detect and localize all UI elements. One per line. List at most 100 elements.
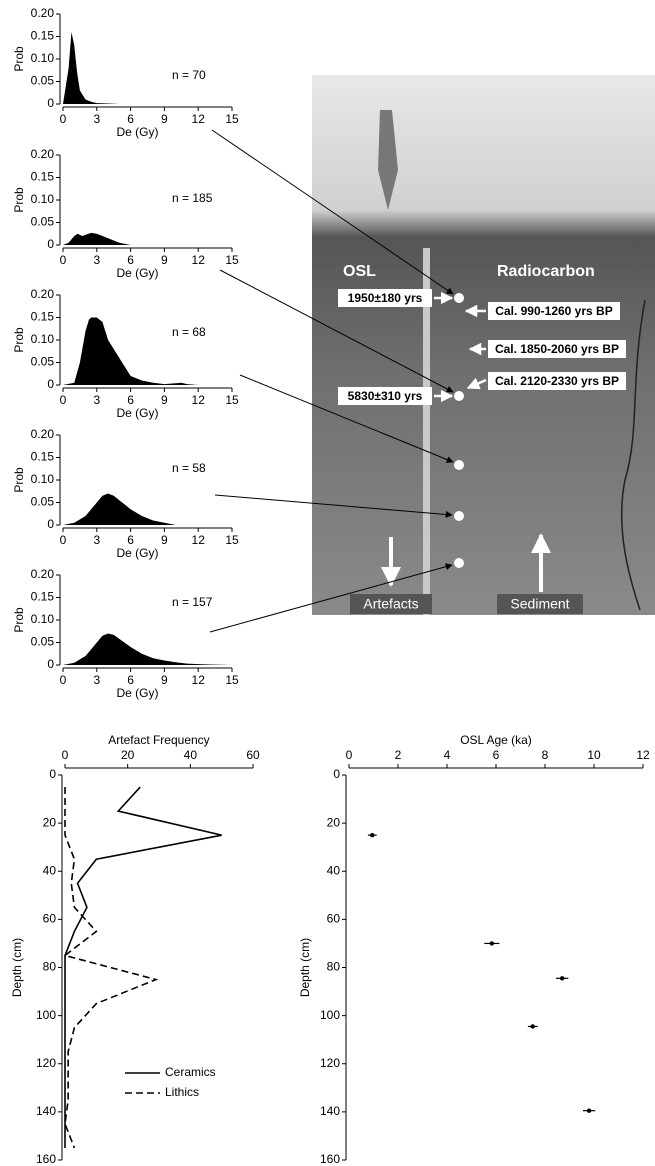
x-tick-label: 12 (636, 748, 650, 762)
y-tick-label: 40 (327, 863, 341, 877)
label-box (488, 340, 626, 358)
point (586, 1108, 592, 1113)
x-tick-label: 6 (127, 393, 134, 407)
x-tick-label: 9 (161, 112, 168, 126)
root (620, 299, 646, 611)
y-tick-label: 0 (47, 96, 54, 110)
y-tick-label: 0.10 (31, 192, 55, 206)
y-tick-label: 0.15 (31, 170, 55, 184)
y-tick-label: 0.15 (31, 590, 55, 604)
x-tick-label: 4 (444, 748, 451, 762)
x-tick-label: 6 (127, 253, 134, 267)
y-tick-label: 0.15 (31, 310, 55, 324)
x-tick-label: 2 (395, 748, 402, 762)
y-tick-label: 0 (47, 517, 54, 531)
x-axis-label: De (Gy) (117, 266, 159, 280)
label-box (497, 594, 583, 614)
y-tick-label: 0.05 (31, 495, 55, 509)
x-tick-label: 60 (246, 748, 260, 762)
density-area (63, 493, 232, 525)
y-tick-label: 120 (320, 1056, 340, 1070)
legend-label: Ceramics (165, 1065, 216, 1079)
x-tick-label: 0 (60, 673, 67, 687)
legend-label: Lithics (165, 1085, 199, 1099)
y-tick-label: 0.05 (31, 635, 55, 649)
sample-dot (454, 293, 464, 303)
label-box (350, 594, 432, 614)
x-tick-label: 9 (161, 253, 168, 267)
y-tick-label: 0 (47, 377, 54, 391)
sample-count: n = 157 (172, 595, 213, 609)
y-tick-label: 0.20 (31, 427, 55, 441)
y-tick-label: 20 (43, 815, 57, 829)
y-tick-label: 40 (43, 863, 57, 877)
x-tick-label: 15 (225, 112, 239, 126)
y-tick-label: 0.05 (31, 74, 55, 88)
x-tick-label: 0 (62, 748, 69, 762)
y-tick-label: 80 (327, 960, 341, 974)
y-axis-label: Prob (12, 607, 26, 633)
y-tick-label: 160 (36, 1152, 56, 1166)
x-tick-label: 10 (587, 748, 601, 762)
x-tick-label: 8 (542, 748, 549, 762)
y-tick-label: 0.10 (31, 332, 55, 346)
osl-age: 1950±180 yrs (348, 291, 423, 305)
radiocarbon-age: Cal. 990-1260 yrs BP (495, 304, 612, 318)
y-axis-label: Prob (12, 46, 26, 72)
y-tick-label: 20 (327, 815, 341, 829)
trowel (378, 110, 398, 210)
y-tick-label: 0.05 (31, 355, 55, 369)
y-axis-label: Prob (12, 327, 26, 353)
y-tick-label: 80 (43, 960, 57, 974)
sample-dot (454, 460, 464, 470)
x-tick-label: 15 (225, 533, 239, 547)
y-tick-label: 160 (320, 1152, 340, 1166)
y-tick-label: 100 (320, 1008, 340, 1022)
point (530, 1024, 535, 1029)
artefacts-label: Artefacts (363, 596, 418, 612)
x-tick-label: 9 (161, 393, 168, 407)
radiocarbon-age: Cal. 2120-2330 yrs BP (495, 374, 619, 388)
x-tick-label: 20 (121, 748, 135, 762)
y-tick-label: 0.10 (31, 472, 55, 486)
y-tick-label: 0 (49, 767, 56, 781)
x-tick-label: 15 (225, 253, 239, 267)
sample-count: n = 185 (172, 191, 213, 205)
label-box (488, 372, 626, 390)
point (370, 832, 375, 838)
density-area (63, 32, 232, 104)
y-axis-label: Prob (12, 467, 26, 493)
x-tick-label: 40 (184, 748, 198, 762)
y-tick-label: 140 (320, 1104, 340, 1118)
x-tick-label: 12 (192, 393, 206, 407)
x-tick-label: 3 (93, 673, 100, 687)
x-axis-label: De (Gy) (117, 125, 159, 139)
y-tick-label: 0 (47, 237, 54, 251)
x-tick-label: 9 (161, 673, 168, 687)
x-tick-label: 0 (60, 533, 67, 547)
y-tick-label: 0 (333, 767, 340, 781)
x-tick-label: 6 (127, 533, 134, 547)
x-axis-label: De (Gy) (117, 406, 159, 420)
connector (214, 494, 453, 518)
point (489, 941, 495, 946)
x-tick-label: 0 (60, 393, 67, 407)
y-axis-label: Depth (cm) (10, 938, 24, 997)
x-tick-label: 12 (192, 253, 206, 267)
sample-dot (454, 558, 464, 568)
y-axis-label: Depth (cm) (298, 938, 312, 997)
y-tick-label: 100 (36, 1008, 56, 1022)
density-area (63, 317, 232, 385)
y-tick-label: 60 (327, 912, 341, 926)
x-axis-label: De (Gy) (117, 546, 159, 560)
y-tick-label: 140 (36, 1104, 56, 1118)
y-axis-label: Prob (12, 187, 26, 213)
x-tick-label: 15 (225, 393, 239, 407)
y-tick-label: 0.15 (31, 29, 55, 43)
label-box (338, 289, 432, 307)
osl-label: OSL (343, 263, 376, 280)
x-tick-label: 9 (161, 533, 168, 547)
y-tick-label: 60 (43, 912, 57, 926)
sample-count: n = 58 (172, 461, 206, 475)
x-tick-label: 3 (93, 393, 100, 407)
